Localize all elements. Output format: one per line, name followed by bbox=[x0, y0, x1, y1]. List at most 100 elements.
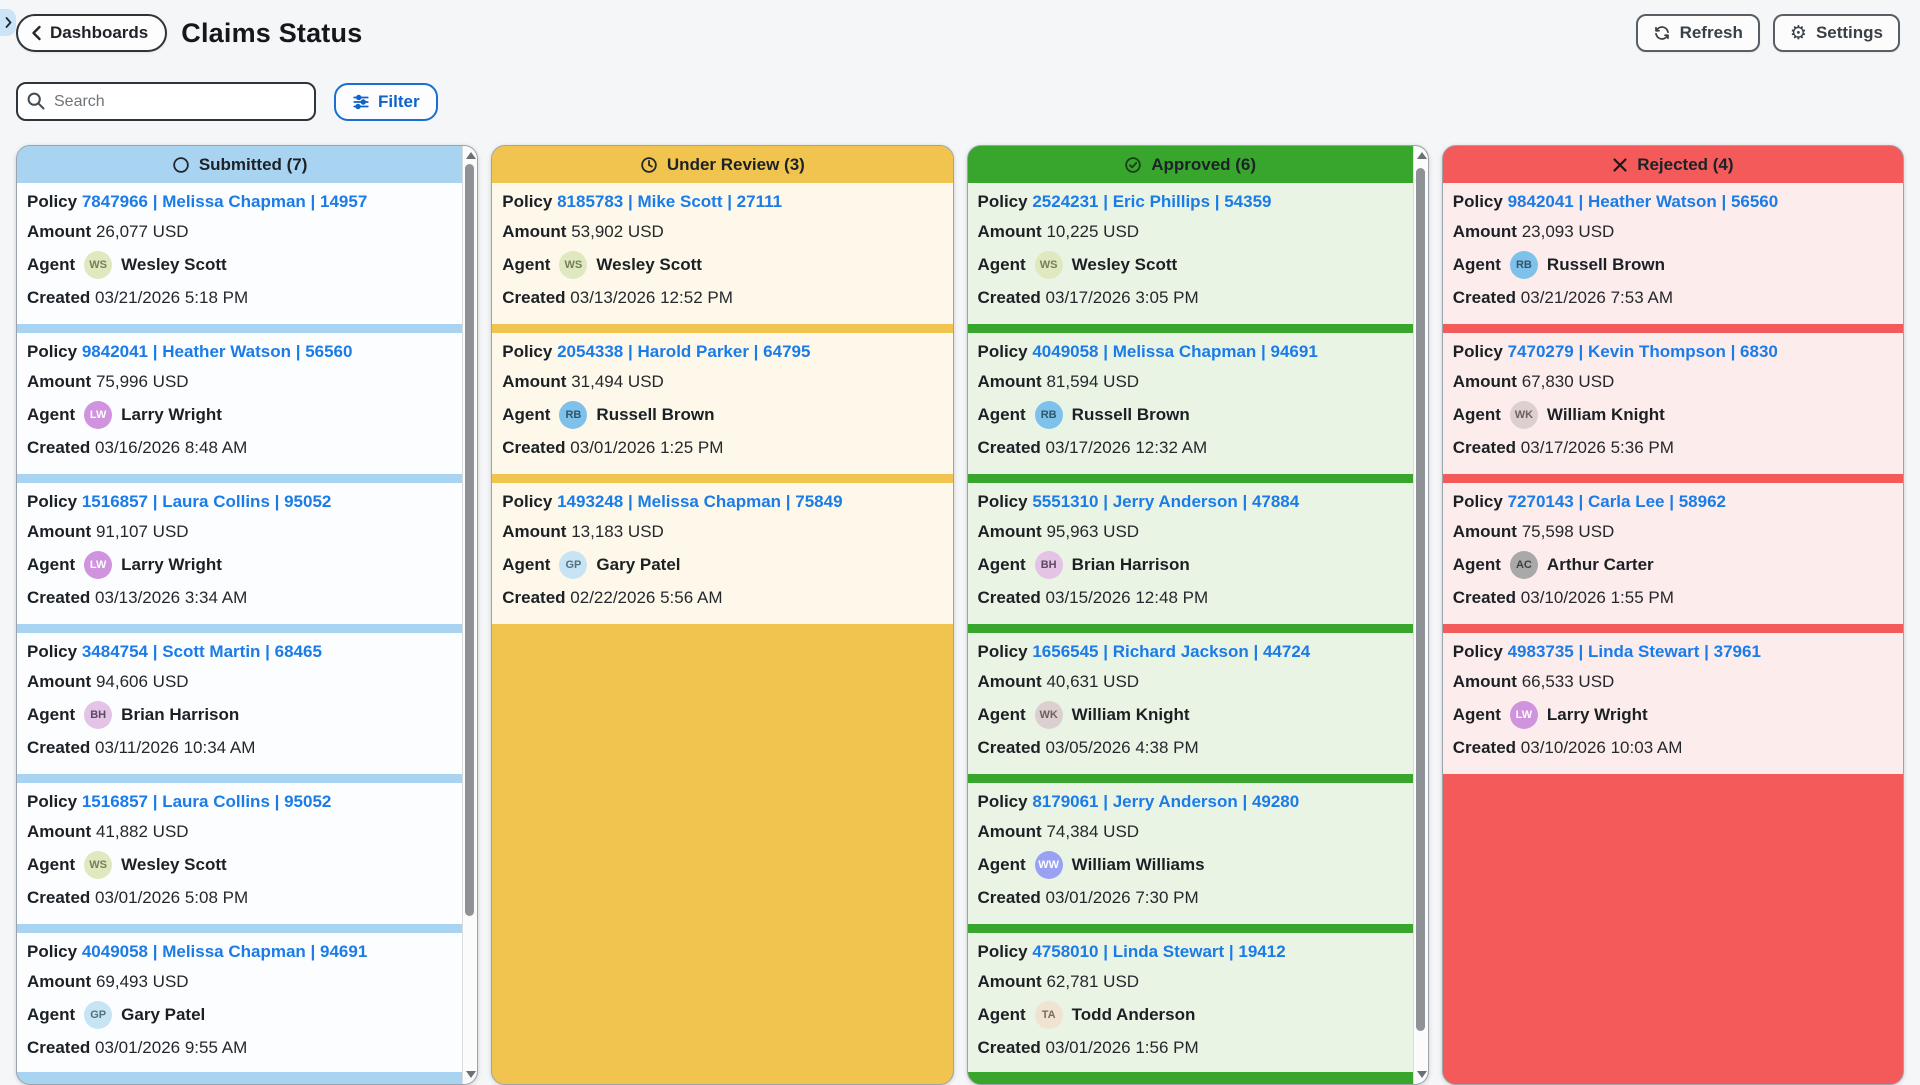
policy-label: Policy bbox=[1452, 492, 1503, 511]
created-row: Created 03/13/2026 3:34 AM bbox=[27, 587, 452, 609]
created-label: Created bbox=[977, 738, 1041, 757]
agent-row: Agent RB Russell Brown bbox=[1453, 250, 1893, 279]
amount-label: Amount bbox=[1452, 672, 1517, 691]
claim-card[interactable]: Policy 7270143 | Carla Lee | 58962 Amount… bbox=[1442, 483, 1903, 624]
agent-row: Agent BH Brian Harrison bbox=[978, 550, 1403, 579]
policy-link[interactable]: 1656545 | Richard Jackson | 44724 bbox=[1032, 642, 1311, 661]
created-value: 03/01/2026 9:55 AM bbox=[95, 1038, 248, 1057]
claim-card[interactable]: Policy 4049058 | Melissa Chapman | 94691… bbox=[17, 933, 463, 1072]
agent-avatar: WS bbox=[84, 250, 113, 279]
policy-label: Policy bbox=[27, 492, 78, 511]
claim-card[interactable]: Policy 1656545 | Richard Jackson | 44724… bbox=[967, 633, 1413, 774]
refresh-button[interactable]: Refresh bbox=[1635, 14, 1760, 52]
policy-link[interactable]: 2524231 | Eric Phillips | 54359 bbox=[1032, 192, 1272, 211]
policy-label: Policy bbox=[27, 792, 78, 811]
created-value: 03/21/2026 7:53 AM bbox=[1520, 288, 1673, 307]
agent-row: Agent RB Russell Brown bbox=[978, 400, 1403, 429]
created-label: Created bbox=[27, 288, 91, 307]
policy-link[interactable]: 9842041 | Heather Watson | 56560 bbox=[81, 342, 353, 361]
claim-card[interactable]: Policy 9842041 | Heather Watson | 56560 A… bbox=[1442, 183, 1903, 324]
policy-label: Policy bbox=[1452, 642, 1503, 661]
policy-link[interactable]: 1493248 | Melissa Chapman | 75849 bbox=[557, 492, 843, 511]
claim-card[interactable]: Policy 2054338 | Harold Parker | 64795 Am… bbox=[492, 333, 953, 474]
scrollbar-down-arrow[interactable] bbox=[1416, 1071, 1427, 1078]
agent-avatar: AC bbox=[1509, 550, 1538, 579]
claim-card[interactable]: Policy 7470279 | Kevin Thompson | 6830 Am… bbox=[1442, 333, 1903, 474]
created-row: Created 03/15/2026 12:48 PM bbox=[978, 587, 1403, 609]
amount-row: Amount 74,384 USD bbox=[978, 821, 1403, 843]
claim-card[interactable]: Policy 7847966 | Melissa Chapman | 14957… bbox=[17, 183, 463, 324]
claim-card[interactable]: Policy 8179061 | Jerry Anderson | 49280 A… bbox=[967, 783, 1413, 924]
created-row: Created 03/21/2026 7:53 AM bbox=[1453, 287, 1893, 309]
column-scrollbar[interactable] bbox=[462, 146, 478, 1084]
policy-link[interactable]: 8185783 | Mike Scott | 27111 bbox=[557, 192, 783, 211]
policy-link[interactable]: 4758010 | Linda Stewart | 19412 bbox=[1032, 942, 1286, 961]
column-rejected: Rejected (4) Policy 9842041 | Heather Wat… bbox=[1441, 145, 1904, 1085]
policy-link[interactable]: 3484754 | Scott Martin | 68465 bbox=[81, 642, 322, 661]
created-label: Created bbox=[977, 888, 1041, 907]
agent-name: Larry Wright bbox=[1546, 704, 1648, 724]
policy-link[interactable]: 7270143 | Carla Lee | 58962 bbox=[1507, 492, 1726, 511]
column-scrollbar[interactable] bbox=[1412, 146, 1428, 1084]
claim-card[interactable]: Policy 9842041 | Heather Watson | 56560 A… bbox=[17, 333, 463, 474]
agent-label: Agent bbox=[1452, 254, 1501, 274]
claim-card[interactable]: Policy 4983735 | Linda Stewart | 37961 Am… bbox=[1442, 633, 1903, 774]
claim-card[interactable]: Policy 4049058 | Melissa Chapman | 94691… bbox=[967, 333, 1413, 474]
claim-card[interactable]: Policy 1516857 | Laura Collins | 95052 Am… bbox=[17, 783, 463, 924]
policy-link[interactable]: 2054338 | Harold Parker | 64795 bbox=[557, 342, 811, 361]
filter-button[interactable]: Filter bbox=[334, 82, 438, 121]
scrollbar-thumb[interactable] bbox=[1415, 168, 1425, 1031]
amount-label: Amount bbox=[977, 672, 1042, 691]
claim-card[interactable]: Policy 1493248 | Melissa Chapman | 75849… bbox=[492, 483, 953, 624]
amount-row: Amount 10,225 USD bbox=[978, 221, 1403, 243]
amount-row: Amount 13,183 USD bbox=[502, 521, 942, 543]
agent-row: Agent TA Todd Anderson bbox=[978, 1000, 1403, 1029]
amount-value: 69,493 USD bbox=[95, 972, 189, 991]
policy-link[interactable]: 4983735 | Linda Stewart | 37961 bbox=[1507, 642, 1761, 661]
policy-link[interactable]: 7847966 | Melissa Chapman | 14957 bbox=[81, 192, 368, 211]
policy-link[interactable]: 5551310 | Jerry Anderson | 47884 bbox=[1032, 492, 1300, 511]
sidebar-expand-button[interactable] bbox=[0, 9, 16, 36]
policy-link[interactable]: 8179061 | Jerry Anderson | 49280 bbox=[1032, 792, 1300, 811]
agent-row: Agent WS Wesley Scott bbox=[978, 250, 1403, 279]
policy-link[interactable]: 1516857 | Laura Collins | 95052 bbox=[81, 792, 332, 811]
agent-avatar: GP bbox=[559, 550, 588, 579]
created-value: 03/17/2026 12:32 AM bbox=[1045, 438, 1208, 457]
agent-name: Wesley Scott bbox=[1071, 254, 1178, 274]
claim-card[interactable]: Policy 5551310 | Jerry Anderson | 47884 A… bbox=[967, 483, 1413, 624]
policy-link[interactable]: 7470279 | Kevin Thompson | 6830 bbox=[1507, 342, 1778, 361]
scrollbar-up-arrow[interactable] bbox=[1416, 152, 1427, 159]
gear-icon: ⚙ bbox=[1789, 21, 1807, 44]
policy-row: Policy 7270143 | Carla Lee | 58962 bbox=[1453, 491, 1893, 513]
agent-row: Agent WS Wesley Scott bbox=[502, 250, 942, 279]
policy-row: Policy 4983735 | Linda Stewart | 37961 bbox=[1453, 641, 1893, 663]
claim-card[interactable]: Policy 4758010 | Linda Stewart | 19412 Am… bbox=[967, 933, 1413, 1072]
created-row: Created 02/22/2026 5:56 AM bbox=[502, 587, 942, 609]
claim-card[interactable]: Policy 8185783 | Mike Scott | 27111 Amoun… bbox=[492, 183, 953, 324]
scrollbar-down-arrow[interactable] bbox=[466, 1071, 477, 1078]
policy-label: Policy bbox=[977, 942, 1028, 961]
dashboards-back-button[interactable]: Dashboards bbox=[16, 14, 168, 52]
agent-avatar: WS bbox=[1034, 250, 1063, 279]
agent-avatar: LW bbox=[84, 400, 113, 429]
created-row: Created 03/21/2026 5:18 PM bbox=[27, 287, 452, 309]
agent-name: William Williams bbox=[1071, 854, 1205, 874]
policy-link[interactable]: 9842041 | Heather Watson | 56560 bbox=[1507, 192, 1779, 211]
policy-link[interactable]: 1516857 | Laura Collins | 95052 bbox=[81, 492, 332, 511]
search-input[interactable] bbox=[16, 82, 316, 121]
created-label: Created bbox=[502, 288, 566, 307]
policy-row: Policy 7847966 | Melissa Chapman | 14957 bbox=[27, 191, 452, 213]
page-title: Claims Status bbox=[181, 17, 363, 48]
amount-value: 66,533 USD bbox=[1521, 672, 1615, 691]
scrollbar-thumb[interactable] bbox=[465, 164, 475, 916]
policy-label: Policy bbox=[27, 642, 78, 661]
claim-card[interactable]: Policy 1516857 | Laura Collins | 95052 Am… bbox=[17, 483, 463, 624]
claim-card[interactable]: Policy 3484754 | Scott Martin | 68465 Amo… bbox=[17, 633, 463, 774]
scrollbar-up-arrow[interactable] bbox=[466, 152, 477, 159]
policy-link[interactable]: 4049058 | Melissa Chapman | 94691 bbox=[1032, 342, 1318, 361]
settings-button[interactable]: ⚙ Settings bbox=[1772, 14, 1900, 52]
claim-card[interactable]: Policy 2524231 | Eric Phillips | 54359 Am… bbox=[967, 183, 1413, 324]
agent-name: William Knight bbox=[1071, 704, 1190, 724]
created-value: 03/01/2026 5:08 PM bbox=[95, 888, 249, 907]
policy-link[interactable]: 4049058 | Melissa Chapman | 94691 bbox=[81, 942, 368, 961]
